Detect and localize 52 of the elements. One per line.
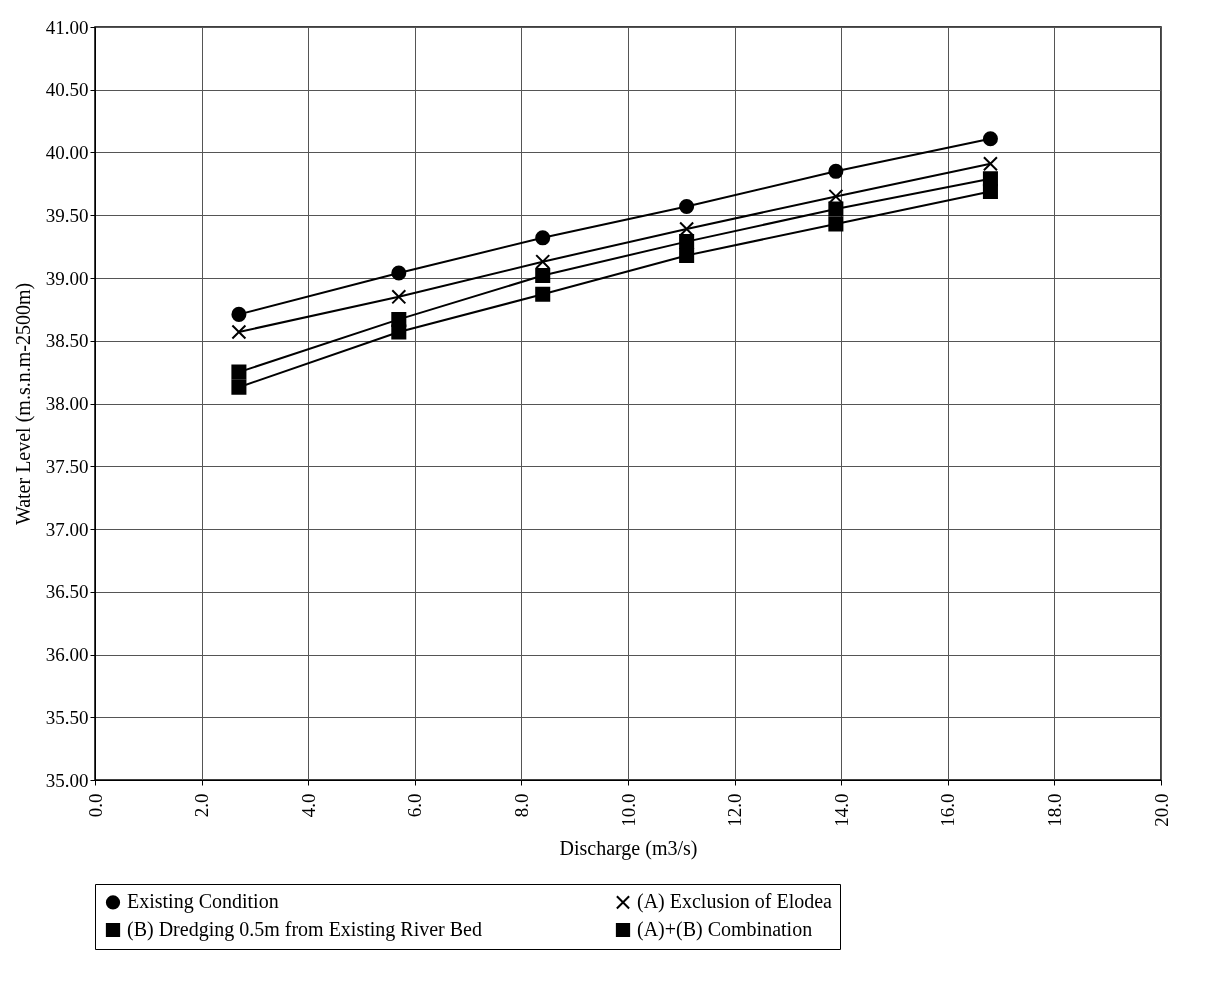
x-tick-label: 14.0 [830,793,852,827]
x-tick-label: 12.0 [724,793,746,827]
y-tick-label: 40.50 [45,79,89,101]
y-tick-label: 38.00 [45,393,89,414]
legend-label: (A)+(B) Combination [637,918,813,941]
x-tick-label: 16.0 [937,793,959,827]
point [679,198,695,214]
y-tick-label: 39.00 [45,267,89,289]
x-tick-label: 2.0 [191,793,213,818]
point [231,364,247,380]
point [535,230,551,246]
point [231,379,247,395]
x-tick-label: 6.0 [404,793,426,818]
legend-label: Existing Condition [127,890,279,914]
point [828,201,844,217]
x-tick-label: 10.0 [617,793,639,827]
point [679,247,695,263]
point [231,306,247,322]
point [535,267,551,284]
point [679,234,695,250]
y-tick-label: 37.00 [45,518,89,540]
point [982,183,998,199]
legend-label: (B) Dredging 0.5m from Existing River Bed [127,918,482,941]
point [535,286,551,302]
x-tick-label: 20.0 [1150,793,1172,827]
point [982,156,998,172]
y-tick-label: 38.50 [45,330,89,352]
y-tick-label: 36.00 [45,644,89,665]
x-axis-title: Discharge (m3/s) [559,836,698,860]
point [828,216,844,232]
point [391,324,407,340]
point [231,324,247,340]
point [982,131,998,147]
x-tick-label: 0.0 [84,793,106,818]
x-tick-label: 8.0 [510,793,532,818]
point [535,254,551,270]
point [828,163,844,179]
y-axis-title: Water Level (m.s.n.m-2500m) [11,282,35,526]
y-tick-label: 35.00 [45,769,89,791]
point [828,188,844,204]
y-tick-label: 41.00 [45,16,89,38]
y-tick-label: 39.50 [45,204,89,226]
y-tick-label: 37.50 [45,455,89,477]
y-tick-label: 40.00 [45,142,89,163]
x-tick-label: 4.0 [297,793,319,818]
x-tick-label: 18.0 [1043,793,1065,827]
point [679,221,695,237]
y-tick-label: 36.50 [45,581,89,603]
point [391,289,407,305]
point [391,265,407,281]
legend-label: (A) Exclusion of Elodea [637,890,833,914]
y-tick-label: 35.50 [45,706,89,728]
